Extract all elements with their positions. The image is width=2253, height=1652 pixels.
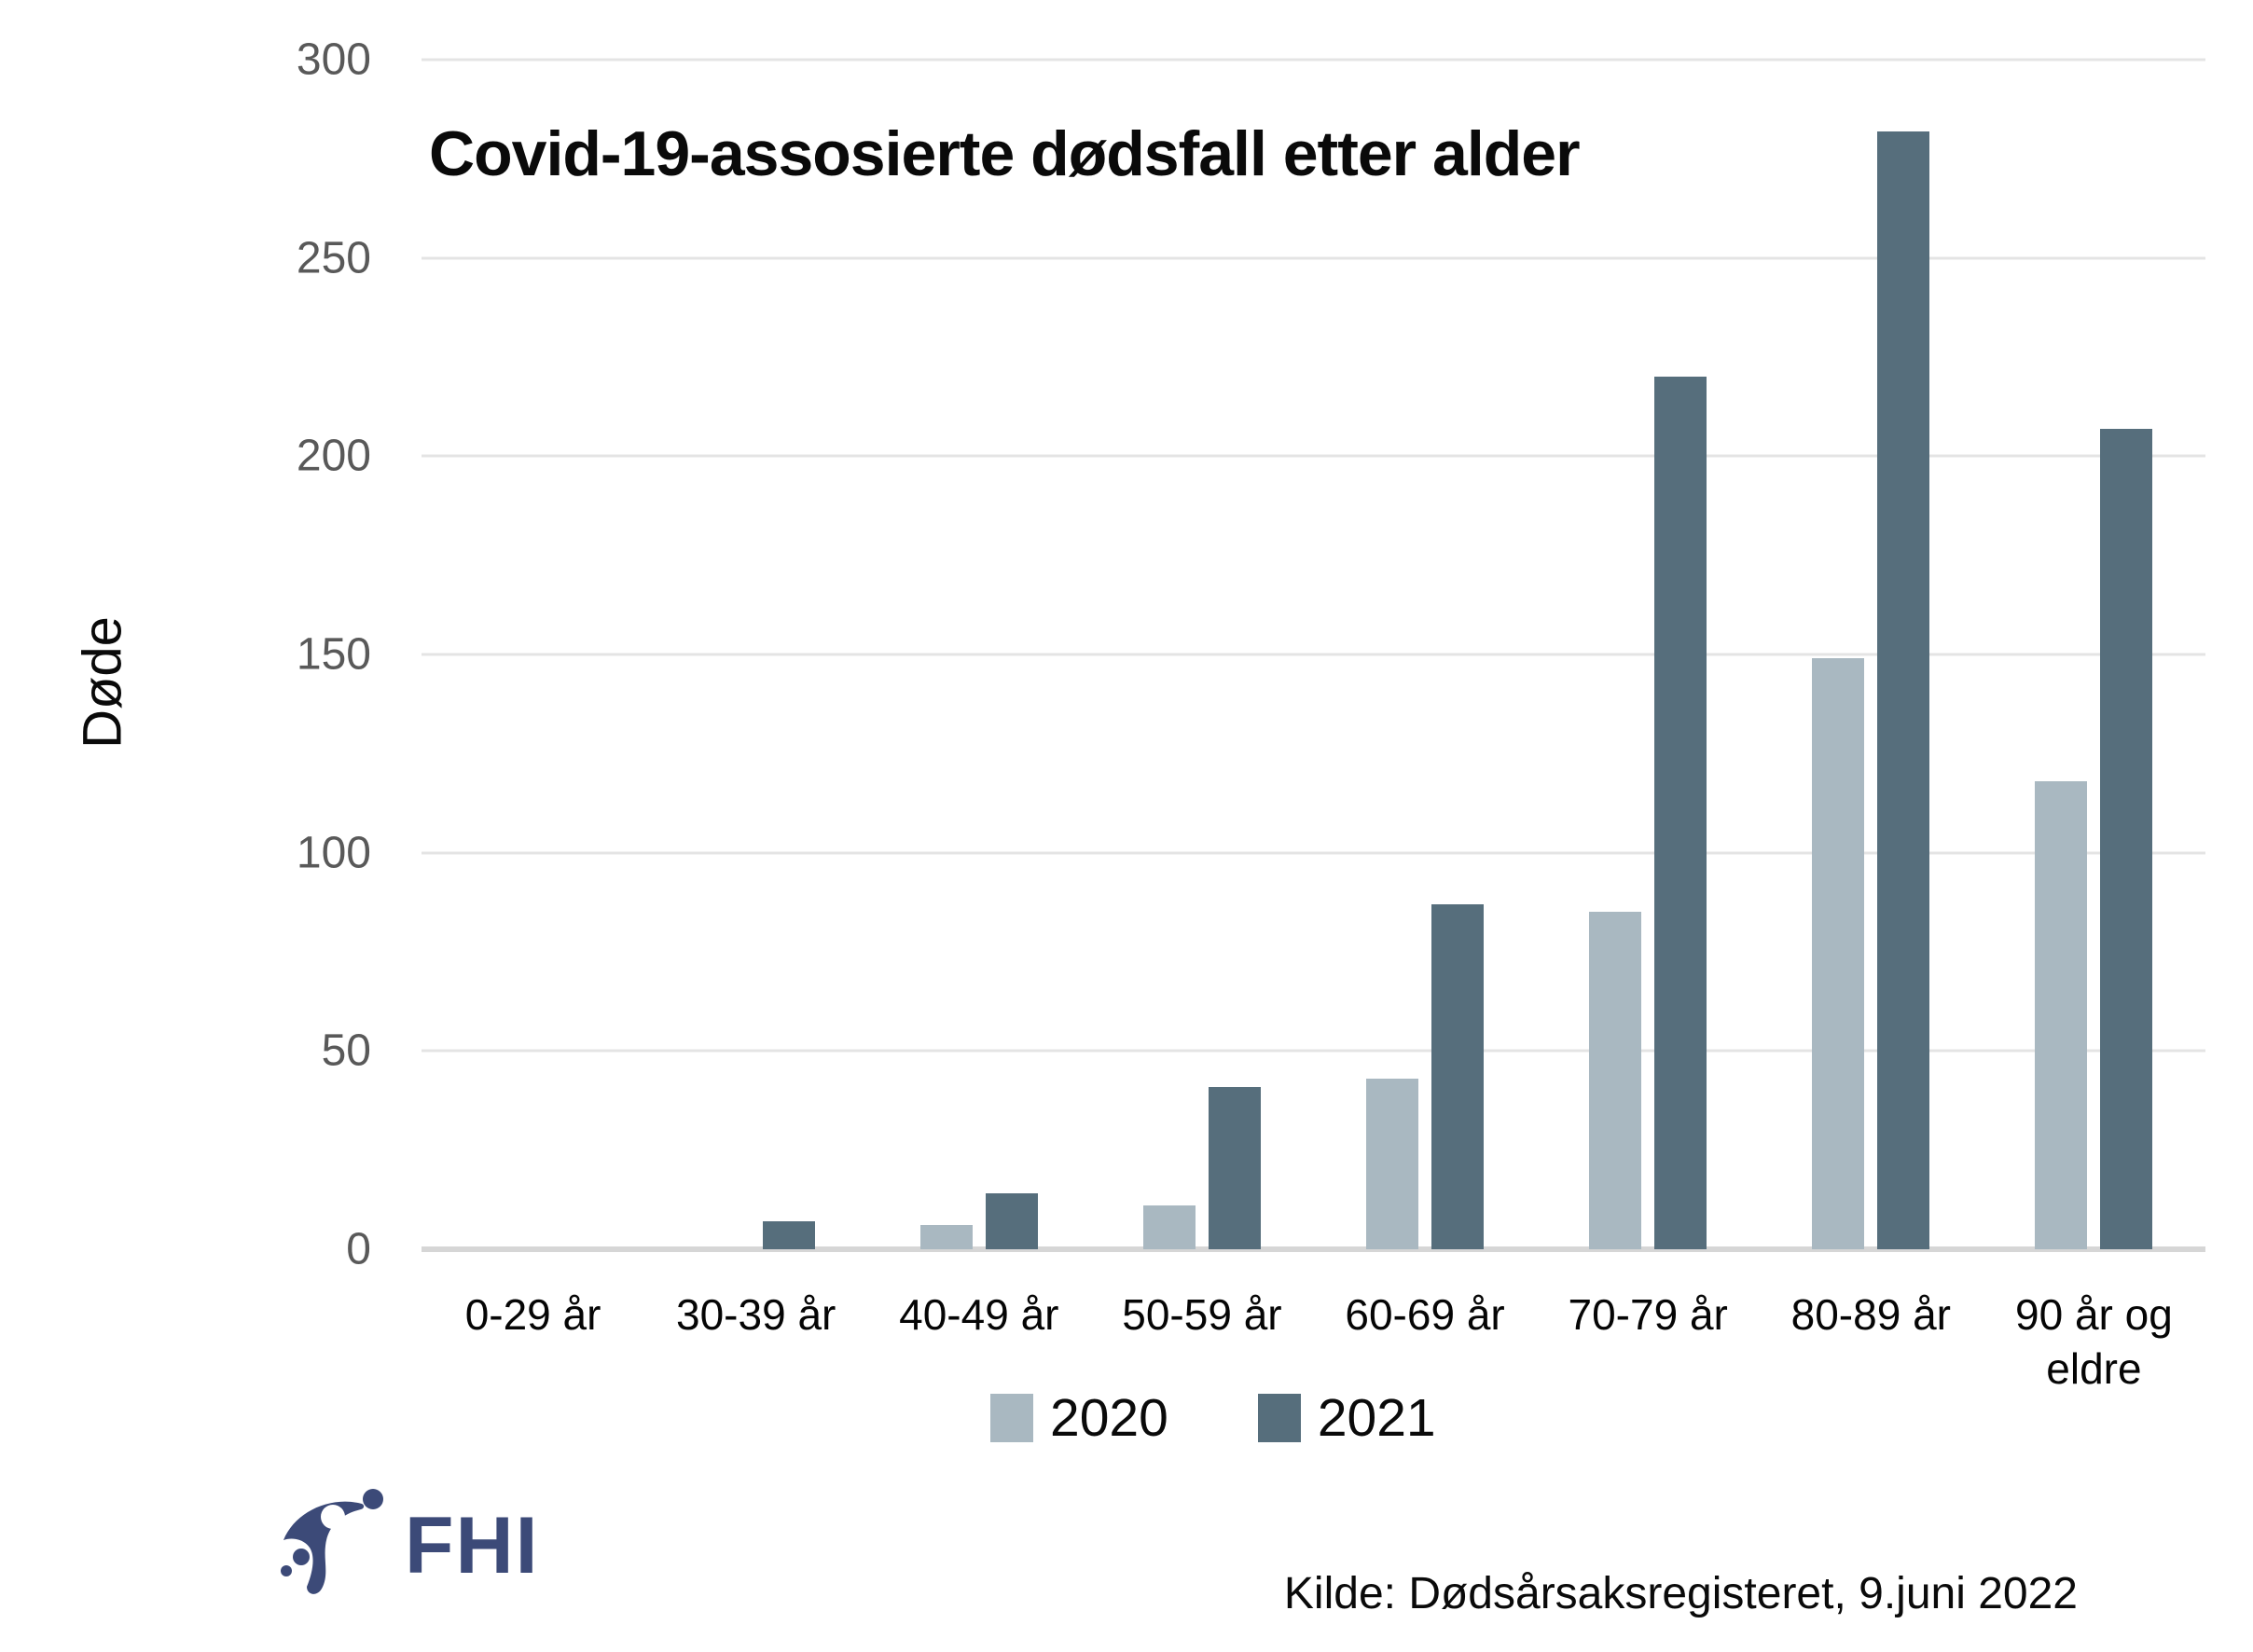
bar-2020-60-69-år (1366, 1079, 1419, 1249)
bar-2021-80-89-år (1877, 131, 1930, 1249)
bar-2021-60-69-år (1431, 903, 1485, 1249)
gridline-100 (422, 851, 2205, 855)
x-axis-label-70-79-år: 70-79 år (1568, 1290, 1728, 1339)
plot-area (422, 58, 2205, 1252)
bar-group-30-39-år (644, 60, 867, 1249)
y-tick-label-300: 300 (296, 34, 371, 85)
gridline-50 (422, 1049, 2205, 1053)
bar-2021-90-år-og-eldre (2100, 428, 2153, 1249)
legend-label-2020: 2020 (1050, 1388, 1168, 1448)
bar-2021-70-79-år (1654, 377, 1707, 1249)
bar-2020-40-49-år (919, 1225, 973, 1249)
gridline-300 (422, 58, 2205, 62)
bar-2020-80-89-år (1812, 658, 1865, 1249)
source-caption: Kilde: Dødsårsaksregisteret, 9.juni 2022 (1283, 1569, 2078, 1618)
bar-group-50-59-år (1090, 60, 1313, 1249)
bar-group-90-år-og-eldre (1983, 60, 2205, 1249)
x-axis-label-40-49-år: 40-49 år (899, 1290, 1059, 1339)
bar-group-80-89-år (1760, 60, 1983, 1249)
x-axis-label-30-39-år: 30-39 år (676, 1290, 836, 1339)
bar-2020-90-år-og-eldre (2035, 781, 2088, 1249)
bar-group-70-79-år (1537, 60, 1760, 1249)
chart-title: Covid-19-assosierte dødsfall etter alder (429, 118, 1581, 189)
gridline-150 (422, 653, 2205, 656)
legend: 2020 2021 (990, 1387, 1436, 1449)
bar-2021-50-59-år (1208, 1086, 1261, 1249)
legend-item-2021: 2021 (1257, 1387, 1436, 1449)
y-tick-label-50: 50 (321, 1026, 371, 1076)
x-axis-label-80-89-år: 80-89 år (1790, 1290, 1951, 1339)
x-axis-label-90-år-og-eldre: 90 år og eldre (2015, 1290, 2173, 1393)
bar-group-0-29-år (422, 60, 644, 1249)
fhi-logo: FHI (276, 1488, 540, 1604)
fhi-logo-icon (281, 1489, 383, 1594)
y-tick-label-250: 250 (296, 233, 371, 283)
bar-2021-40-49-år (985, 1193, 1038, 1249)
bar-2021-30-39-år (762, 1221, 815, 1249)
x-axis-label-50-59-år: 50-59 år (1122, 1290, 1282, 1339)
fhi-logo-text: FHI (405, 1500, 540, 1590)
legend-swatch-2020 (990, 1394, 1033, 1442)
bar-group-40-49-år (867, 60, 1090, 1249)
y-tick-label-150: 150 (296, 629, 371, 680)
y-axis-title: Døde (72, 616, 133, 749)
x-axis-label-0-29-år: 0-29 år (464, 1290, 601, 1339)
bar-group-60-69-år (1314, 60, 1537, 1249)
bar-2020-70-79-år (1589, 912, 1642, 1249)
y-tick-label-0: 0 (346, 1224, 371, 1274)
gridline-200 (422, 454, 2205, 458)
y-tick-label-200: 200 (296, 431, 371, 481)
y-tick-label-100: 100 (296, 828, 371, 878)
legend-item-2020: 2020 (990, 1387, 1168, 1449)
gridline-0 (422, 1246, 2205, 1252)
x-axis-label-60-69-år: 60-69 år (1345, 1290, 1505, 1339)
bar-2020-50-59-år (1142, 1205, 1196, 1249)
legend-label-2021: 2021 (1317, 1388, 1436, 1448)
legend-swatch-2021 (1257, 1394, 1301, 1442)
gridline-250 (422, 256, 2205, 260)
